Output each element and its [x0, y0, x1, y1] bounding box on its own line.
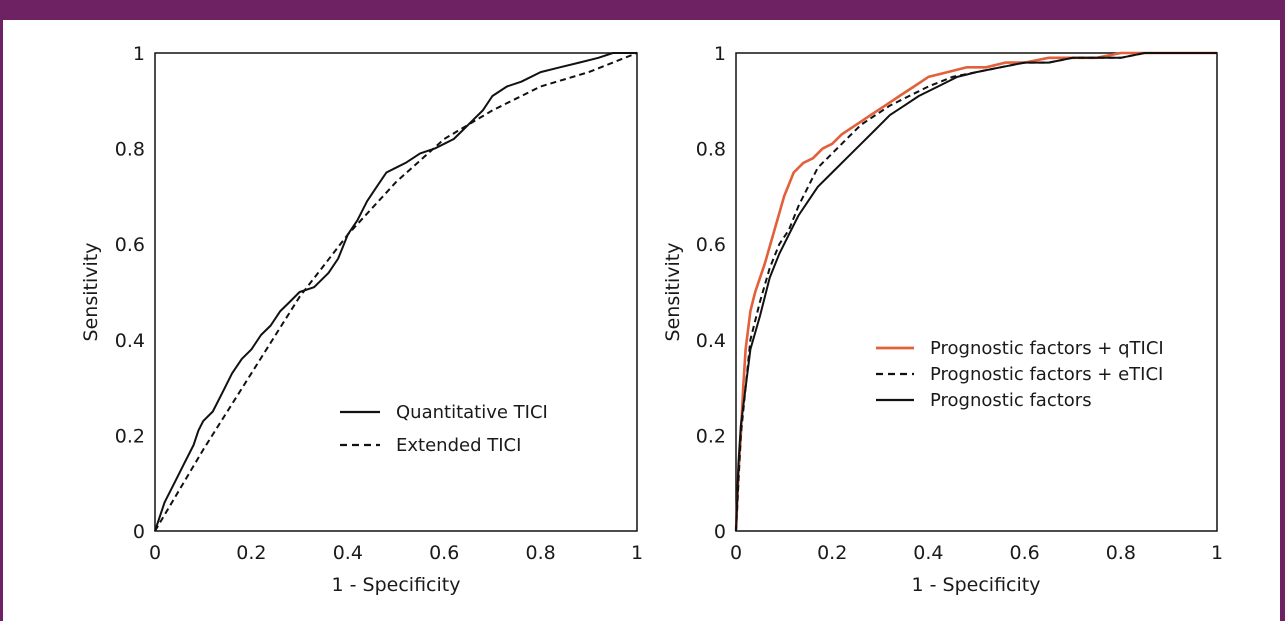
- y-tick-label: 0: [714, 521, 726, 543]
- x-axis-title: 1 - Specificity: [332, 574, 461, 596]
- chart-marks: [734, 51, 1217, 532]
- y-axis-title: Sensitivity: [80, 243, 102, 342]
- x-tick-label: 0: [149, 542, 161, 564]
- x-tick-label: 1: [631, 542, 643, 564]
- right-frame-border: [1280, 0, 1285, 621]
- y-axis-title: Sensitivity: [662, 243, 684, 342]
- x-tick-label: 0.6: [1009, 542, 1039, 564]
- x-tick-labels: 0 0.2 0.4 0.6 0.8 1: [149, 542, 643, 564]
- y-tick-label: 1: [714, 43, 726, 65]
- legend-label: Prognostic factors + eTICI: [930, 364, 1163, 385]
- y-tick-label: 0.2: [696, 425, 726, 447]
- x-tick-label: 0.2: [236, 542, 266, 564]
- legend-label: Prognostic factors + qTICI: [930, 338, 1164, 359]
- y-tick-labels: 0 0.2 0.4 0.6 0.8 1: [115, 43, 145, 543]
- y-tick-label: 1: [133, 43, 145, 65]
- x-tick-label: 0.8: [525, 542, 555, 564]
- x-tick-label: 0.4: [913, 542, 943, 564]
- series-line-2: [735, 52, 1217, 532]
- x-tick-label: 0.2: [817, 542, 847, 564]
- x-tick-label: 0: [730, 542, 742, 564]
- y-tick-label: 0: [133, 521, 145, 543]
- left-frame-border: [0, 0, 3, 621]
- x-axis-title: 1 - Specificity: [912, 574, 1041, 596]
- series-line-1: [154, 52, 638, 532]
- chart-marks: [154, 52, 638, 532]
- series-line-0: [734, 51, 1217, 532]
- legend-label: Quantitative TICI: [396, 402, 548, 423]
- x-tick-label: 0.4: [333, 542, 363, 564]
- y-tick-label: 0.2: [115, 425, 145, 447]
- legend-label: Extended TICI: [396, 435, 521, 456]
- top-frame-band: [0, 0, 1285, 20]
- y-tick-label: 0.8: [696, 139, 726, 161]
- roc-chart-qtici-vs-etici: 0 0.2 0.4 0.6 0.8 1 0 0.2 0.4 0.6 0.8 1 1 - Specif…: [80, 43, 643, 596]
- series-line-0: [154, 52, 637, 532]
- x-tick-label: 0.6: [429, 542, 459, 564]
- x-tick-label: 1: [1211, 542, 1223, 564]
- y-tick-labels: 0 0.2 0.4 0.6 0.8 1: [696, 43, 726, 543]
- y-tick-label: 0.4: [115, 330, 145, 352]
- legend: Prognostic factors + qTICI Prognostic fac…: [876, 338, 1164, 411]
- x-tick-labels: 0 0.2 0.4 0.6 0.8 1: [730, 542, 1223, 564]
- y-tick-label: 0.4: [696, 330, 726, 352]
- y-tick-label: 0.6: [115, 234, 145, 256]
- y-tick-label: 0.6: [696, 234, 726, 256]
- x-tick-label: 0.8: [1106, 542, 1136, 564]
- y-tick-label: 0.8: [115, 139, 145, 161]
- plot-area-frame: [735, 52, 1218, 532]
- plot-area-frame: [154, 52, 638, 532]
- legend-label: Prognostic factors: [930, 390, 1092, 411]
- series-line-1: [735, 52, 1217, 532]
- roc-chart-prognostic-factors: 0 0.2 0.4 0.6 0.8 1 0 0.2 0.4 0.6 0.8 1 1 - Specif…: [662, 43, 1223, 596]
- legend: Quantitative TICI Extended TICI: [340, 402, 548, 456]
